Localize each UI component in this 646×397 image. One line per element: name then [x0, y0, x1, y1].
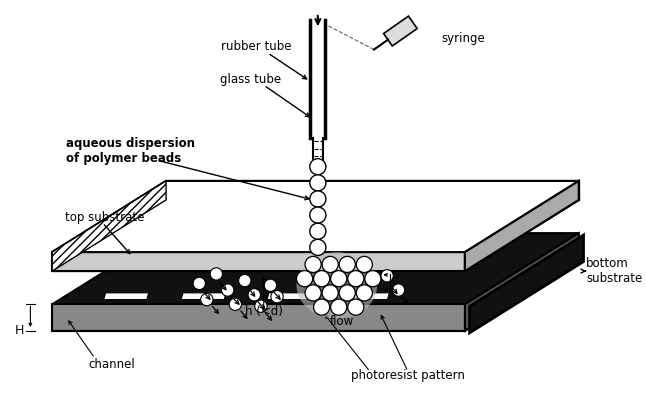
Circle shape: [331, 271, 347, 287]
Text: d: d: [392, 274, 399, 287]
Circle shape: [339, 256, 355, 272]
Text: glass tube: glass tube: [220, 73, 281, 86]
Polygon shape: [52, 252, 465, 271]
Text: h (<d): h (<d): [245, 305, 283, 318]
Polygon shape: [166, 181, 579, 200]
Polygon shape: [104, 293, 149, 300]
Circle shape: [310, 223, 326, 239]
Polygon shape: [52, 233, 579, 304]
Circle shape: [193, 277, 205, 289]
Circle shape: [271, 291, 283, 303]
Circle shape: [381, 270, 393, 282]
Polygon shape: [465, 233, 579, 331]
Circle shape: [348, 299, 364, 315]
Circle shape: [305, 256, 321, 272]
Circle shape: [357, 285, 372, 301]
Circle shape: [331, 299, 347, 315]
Text: photoresist pattern: photoresist pattern: [351, 369, 465, 382]
Polygon shape: [181, 293, 226, 300]
Polygon shape: [52, 181, 166, 271]
Circle shape: [305, 285, 321, 301]
Circle shape: [229, 298, 242, 310]
Polygon shape: [52, 181, 579, 252]
Circle shape: [238, 274, 251, 287]
Polygon shape: [465, 181, 579, 271]
Circle shape: [310, 159, 326, 175]
Text: syringe: syringe: [441, 32, 485, 45]
Polygon shape: [52, 181, 579, 252]
Circle shape: [310, 175, 326, 191]
Circle shape: [248, 289, 260, 301]
Text: aqueous dispersion
of polymer beads: aqueous dispersion of polymer beads: [67, 137, 196, 165]
Text: rubber tube: rubber tube: [221, 40, 291, 53]
Circle shape: [348, 271, 364, 287]
Circle shape: [357, 256, 372, 272]
Polygon shape: [465, 181, 579, 271]
Circle shape: [313, 271, 329, 287]
Text: bottom
substrate: bottom substrate: [587, 257, 643, 285]
Polygon shape: [52, 200, 579, 271]
Circle shape: [201, 293, 213, 306]
Polygon shape: [267, 293, 312, 300]
Text: top substrate: top substrate: [65, 210, 144, 224]
Text: channel: channel: [89, 358, 135, 370]
Circle shape: [322, 256, 339, 272]
Polygon shape: [344, 293, 390, 300]
Circle shape: [210, 268, 222, 280]
Polygon shape: [384, 16, 417, 46]
Text: flow: flow: [329, 315, 354, 328]
Circle shape: [310, 239, 326, 255]
Circle shape: [365, 271, 381, 287]
Polygon shape: [52, 304, 465, 331]
Circle shape: [255, 300, 267, 312]
Circle shape: [297, 271, 313, 287]
Circle shape: [313, 299, 329, 315]
Polygon shape: [470, 235, 583, 333]
Circle shape: [339, 285, 355, 301]
Circle shape: [222, 284, 234, 296]
Circle shape: [264, 279, 276, 291]
Text: H: H: [14, 324, 24, 337]
Circle shape: [310, 191, 326, 207]
Circle shape: [322, 285, 339, 301]
Circle shape: [392, 284, 404, 296]
Circle shape: [310, 207, 326, 223]
Ellipse shape: [297, 252, 377, 318]
